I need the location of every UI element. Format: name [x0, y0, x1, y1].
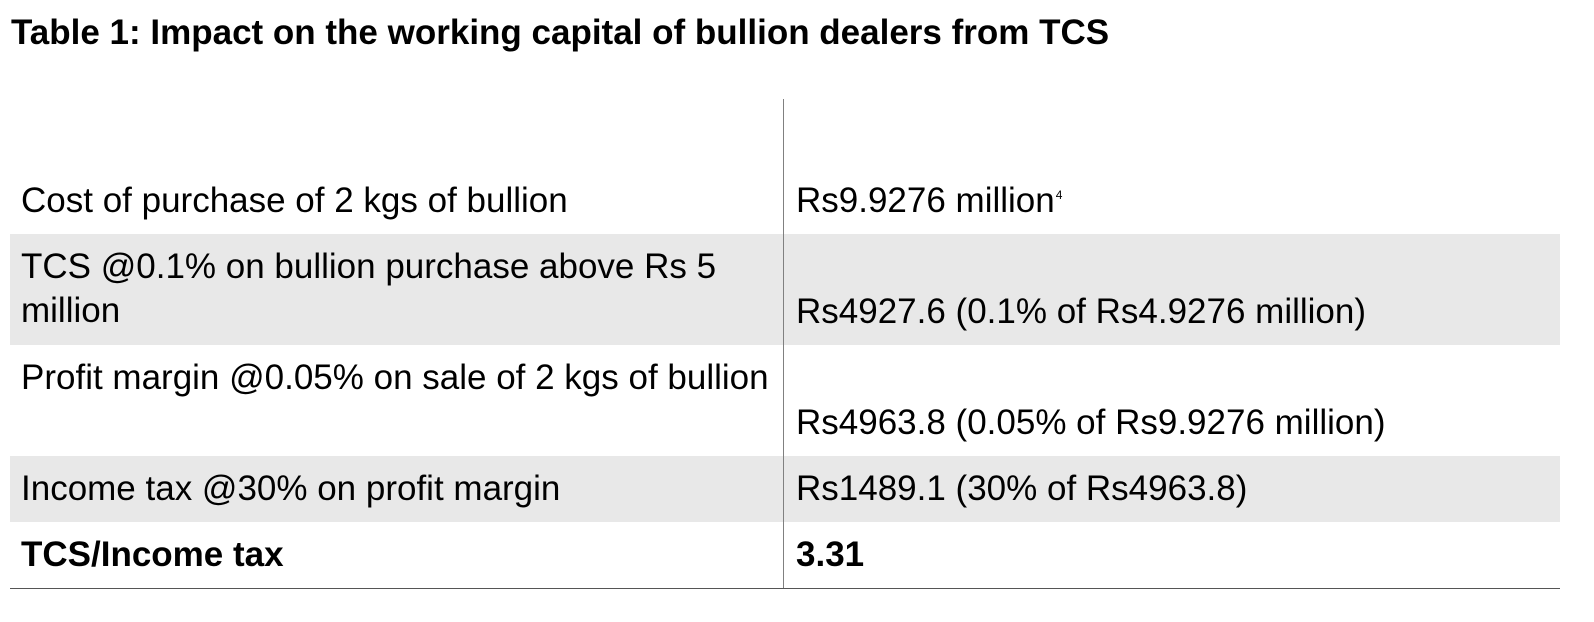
row-label-text: TCS @0.1% on bullion purchase above Rs 5…: [21, 247, 717, 330]
table-row: Cost of purchase of 2 kgs of bullion Rs9…: [10, 168, 1560, 234]
table-header: [10, 99, 1560, 168]
row-value: Rs9.9276 million 4: [784, 168, 1560, 234]
table-row-total: TCS/Income tax 3.31: [10, 522, 1560, 588]
row-value-text: Rs9.9276 million: [796, 181, 1055, 220]
row-label: Cost of purchase of 2 kgs of bullion: [10, 168, 784, 234]
row-label-text: Cost of purchase of 2 kgs of bullion: [21, 181, 568, 220]
row-label: Income tax @30% on profit margin: [10, 456, 784, 522]
row-label-text: Income tax @30% on profit margin: [21, 469, 561, 508]
row-value-text: Rs1489.1 (30% of Rs4963.8): [796, 469, 1248, 508]
row-label: Profit margin @0.05% on sale of 2 kgs of…: [10, 345, 784, 456]
table-row: TCS @0.1% on bullion purchase above Rs 5…: [10, 234, 1560, 345]
row-value: 3.31: [784, 522, 1560, 588]
working-capital-table: Cost of purchase of 2 kgs of bullion Rs9…: [10, 99, 1560, 589]
row-value: Rs4927.6 (0.1% of Rs4.9276 million): [784, 234, 1560, 345]
footnote-marker: 4: [1055, 188, 1063, 202]
header-cell-label: [10, 99, 784, 168]
row-value-text: Rs4927.6 (0.1% of Rs4.9276 million): [796, 292, 1367, 331]
row-value: Rs1489.1 (30% of Rs4963.8): [784, 456, 1560, 522]
row-value-text: Rs4963.8 (0.05% of Rs9.9276 million): [796, 403, 1386, 442]
table-row: Profit margin @0.05% on sale of 2 kgs of…: [10, 345, 1560, 456]
row-label-text: TCS/Income tax: [21, 535, 284, 574]
table-title: Table 1: Impact on the working capital o…: [11, 13, 1110, 52]
row-value: Rs4963.8 (0.05% of Rs9.9276 million): [784, 345, 1560, 456]
header-cell-value: [784, 99, 1560, 168]
row-label-text: Profit margin @0.05% on sale of 2 kgs of…: [21, 358, 769, 397]
row-label: TCS @0.1% on bullion purchase above Rs 5…: [10, 234, 784, 345]
row-value-text: 3.31: [796, 535, 865, 574]
row-label: TCS/Income tax: [10, 522, 784, 588]
table-row: Income tax @30% on profit margin Rs1489.…: [10, 456, 1560, 522]
